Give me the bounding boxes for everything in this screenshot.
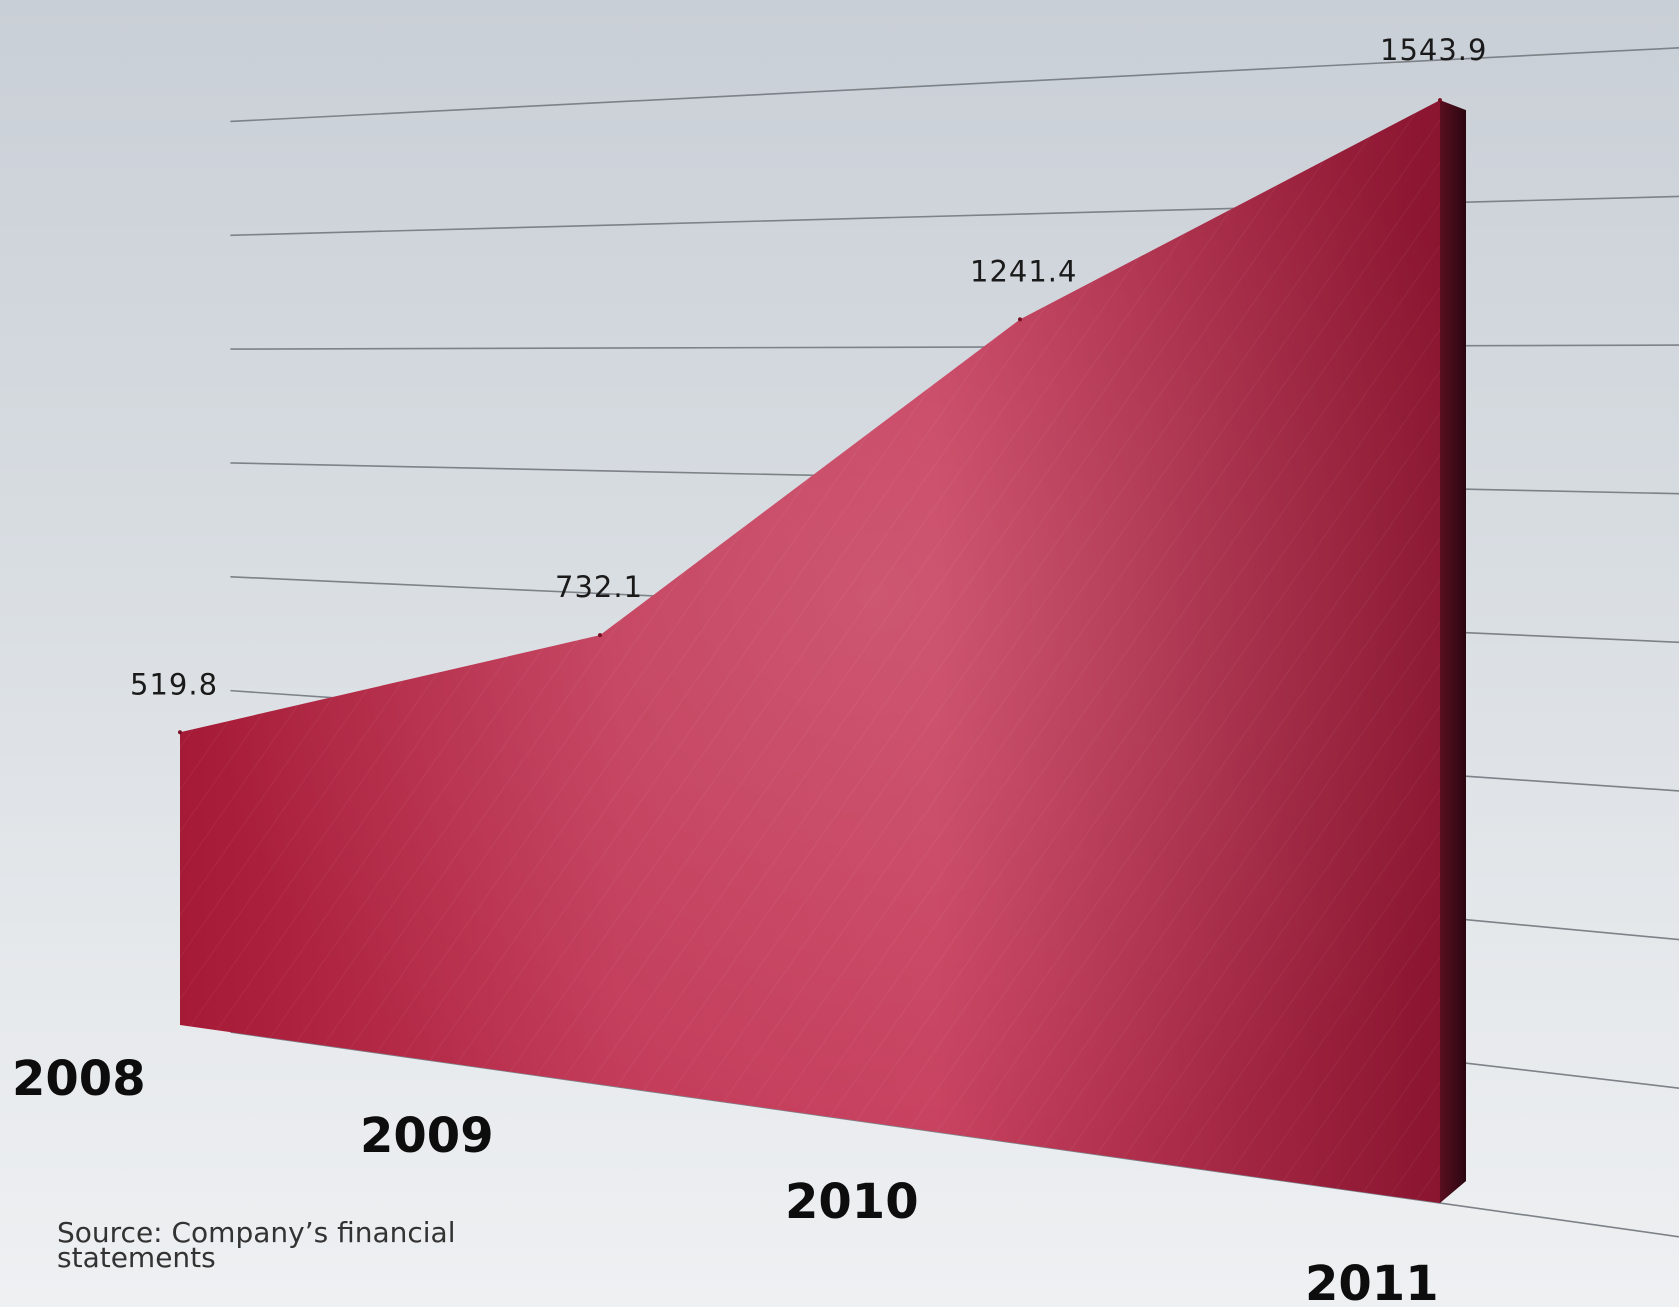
x-tick-label: 2011	[1305, 1256, 1439, 1307]
data-label: 1543.9	[1380, 33, 1487, 67]
data-label: 732.1	[555, 570, 643, 604]
x-tick-label: 2010	[785, 1174, 919, 1230]
data-point	[1438, 98, 1442, 103]
x-tick-label: 2008	[12, 1051, 146, 1107]
x-tick-label: 2009	[360, 1108, 494, 1164]
gridline	[230, 47, 1679, 123]
source-line-1: Source: Company’s financial	[57, 1216, 456, 1249]
source-line-2: statements	[57, 1241, 216, 1274]
data-point	[178, 730, 182, 735]
data-label: 519.8	[130, 667, 218, 701]
data-point	[1018, 317, 1022, 322]
data-label: 1241.4	[970, 254, 1077, 288]
data-point	[598, 633, 602, 638]
area-depth-edge	[1440, 100, 1466, 1204]
area-sheen	[180, 100, 1440, 1204]
